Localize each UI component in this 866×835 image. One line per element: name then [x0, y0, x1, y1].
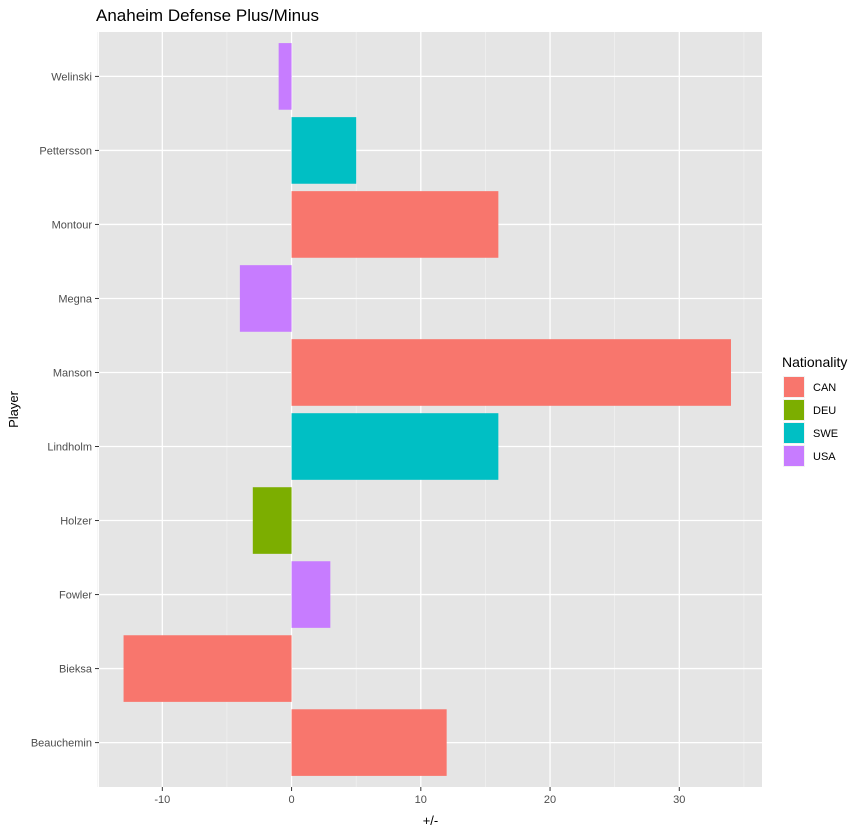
bar-manson — [291, 339, 731, 406]
y-axis: Beauchemin Bieksa Fowler Holzer Lindholm Mans… — [31, 71, 99, 750]
x-tick-label: 0 — [289, 794, 295, 806]
bar-bieksa — [123, 635, 292, 702]
bars — [123, 43, 731, 776]
bar-megna — [239, 265, 292, 332]
y-tick-label: Manson — [53, 367, 92, 379]
bar-welinski — [278, 43, 292, 110]
x-tick-label: 20 — [544, 794, 556, 806]
y-tick-label: Pettersson — [39, 145, 92, 157]
bar-fowler — [291, 561, 331, 628]
y-tick-label: Bieksa — [59, 664, 93, 676]
x-tick-label: 30 — [673, 794, 685, 806]
y-tick-label: Holzer — [60, 516, 92, 528]
y-axis-title: Player — [6, 390, 21, 428]
bar-pettersson — [291, 117, 357, 184]
legend-label: CAN — [813, 382, 836, 394]
legend-label: USA — [813, 451, 836, 463]
legend-swatch-can — [784, 377, 804, 397]
y-tick-label: Montour — [52, 219, 93, 231]
legend-label: SWE — [813, 428, 838, 440]
legend-swatch-usa — [784, 446, 804, 466]
y-tick-label: Lindholm — [47, 442, 92, 454]
y-tick-label: Welinski — [51, 71, 92, 83]
y-tick-label: Megna — [58, 293, 93, 305]
legend-title: Nationality — [782, 354, 847, 370]
legend-swatch-swe — [784, 423, 804, 443]
bar-holzer — [252, 487, 292, 554]
y-tick-label: Fowler — [59, 590, 92, 602]
x-tick-label: -10 — [154, 794, 170, 806]
legend-swatch-deu — [784, 400, 804, 420]
bar-beauchemin — [291, 709, 447, 776]
bar-lindholm — [291, 413, 499, 480]
x-axis-title: +/- — [423, 813, 439, 828]
legend: Nationality CAN DEU SWE USA — [782, 354, 847, 467]
y-tick-label: Beauchemin — [31, 738, 92, 750]
chart-title: Anaheim Defense Plus/Minus — [96, 6, 319, 25]
x-axis: -10 0 10 20 30 — [154, 787, 685, 806]
x-tick-label: 10 — [415, 794, 427, 806]
legend-label: DEU — [813, 405, 836, 417]
bar-montour — [291, 191, 499, 258]
